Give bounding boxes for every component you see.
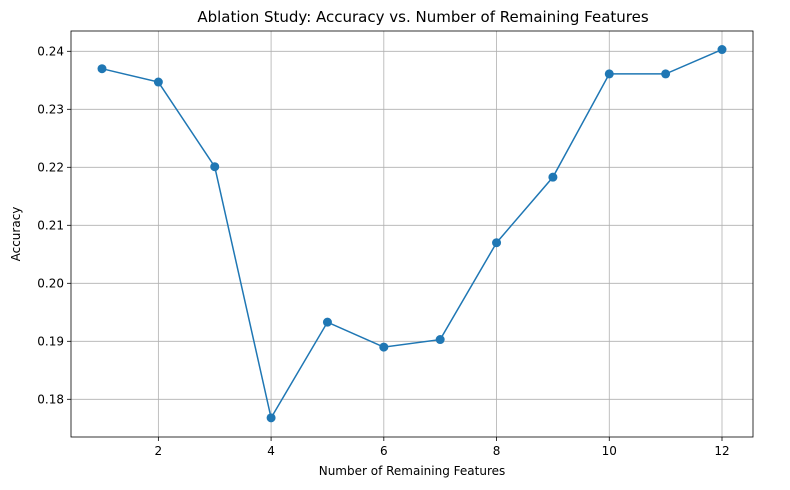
x-tick-label: 10 [602, 444, 617, 458]
y-axis: 0.18 0.19 0.20 0.21 0.22 0.23 0.24 [37, 44, 71, 406]
series-layer [97, 45, 727, 423]
y-tick-label: 0.19 [37, 334, 64, 348]
y-tick-label: 0.18 [37, 392, 64, 406]
data-point [717, 45, 727, 55]
data-point [548, 172, 558, 182]
x-tick-label: 4 [267, 444, 275, 458]
x-axis: 2 4 6 8 10 12 [155, 437, 730, 458]
data-point [604, 69, 614, 79]
data-point [97, 64, 107, 74]
series-line [101, 48, 723, 420]
x-tick-label: 6 [380, 444, 388, 458]
x-tick-label: 8 [493, 444, 501, 458]
x-axis-label: Number of Remaining Features [319, 464, 506, 478]
data-point [322, 317, 332, 327]
x-tick-label: 12 [714, 444, 729, 458]
y-tick-label: 0.23 [37, 102, 64, 116]
y-axis-label: Accuracy [9, 207, 23, 262]
plot-frame [70, 30, 754, 438]
data-point [153, 77, 163, 87]
grid-lines [71, 31, 753, 437]
data-point [661, 69, 671, 79]
y-tick-label: 0.24 [37, 44, 64, 58]
y-tick-label: 0.22 [37, 160, 64, 174]
x-tick-label: 2 [155, 444, 163, 458]
data-point [492, 238, 502, 248]
y-tick-label: 0.20 [37, 276, 64, 290]
data-point [379, 342, 389, 352]
y-tick-label: 0.21 [37, 218, 64, 232]
data-point [266, 413, 276, 423]
data-point [210, 162, 220, 172]
chart-title: Ablation Study: Accuracy vs. Number of R… [197, 8, 649, 26]
data-point [435, 335, 445, 345]
